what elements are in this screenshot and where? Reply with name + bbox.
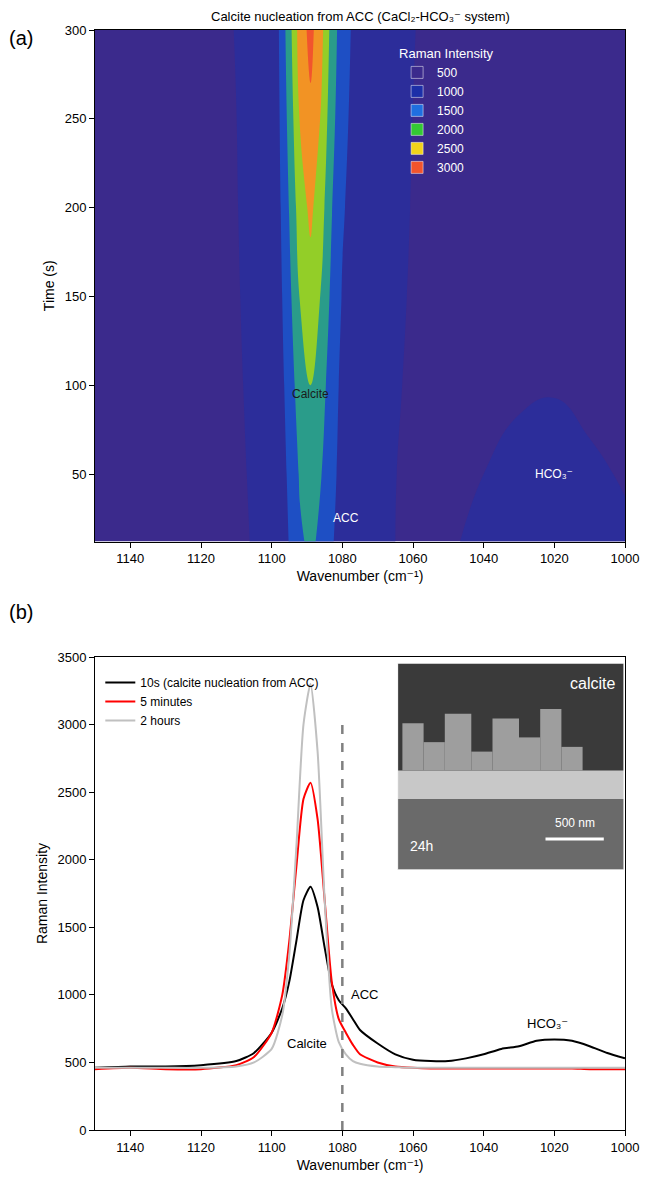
- svg-text:100: 100: [65, 378, 87, 393]
- svg-text:1040: 1040: [469, 1140, 498, 1155]
- svg-text:Calcite: Calcite: [292, 387, 329, 401]
- svg-text:ACC: ACC: [333, 511, 359, 525]
- svg-text:1080: 1080: [328, 551, 357, 566]
- svg-text:ACC: ACC: [351, 987, 378, 1002]
- svg-text:Calcite nucleation from ACC (C: Calcite nucleation from ACC (CaCl₂-HCO₃⁻…: [211, 9, 510, 24]
- svg-text:1060: 1060: [399, 551, 428, 566]
- svg-text:50: 50: [72, 467, 86, 482]
- svg-text:Calcite: Calcite: [287, 1036, 327, 1051]
- svg-text:2500: 2500: [437, 142, 464, 156]
- svg-text:Raman Intensity: Raman Intensity: [34, 843, 50, 944]
- svg-text:(b): (b): [9, 601, 33, 623]
- svg-text:1020: 1020: [540, 551, 569, 566]
- svg-text:1120: 1120: [187, 551, 215, 566]
- svg-text:1000: 1000: [437, 85, 464, 99]
- svg-text:(a): (a): [9, 27, 33, 49]
- svg-text:1080: 1080: [328, 1140, 357, 1155]
- svg-text:calcite: calcite: [570, 675, 615, 692]
- svg-text:1000: 1000: [611, 1140, 640, 1155]
- svg-text:3500: 3500: [57, 650, 86, 665]
- svg-text:1100: 1100: [258, 551, 286, 566]
- svg-text:150: 150: [65, 289, 87, 304]
- svg-text:250: 250: [65, 111, 87, 126]
- svg-text:Wavenumber (cm⁻¹): Wavenumber (cm⁻¹): [297, 1157, 424, 1173]
- svg-text:1100: 1100: [258, 1140, 286, 1155]
- svg-text:1500: 1500: [57, 920, 86, 935]
- svg-text:3000: 3000: [437, 161, 464, 175]
- svg-text:1140: 1140: [116, 551, 144, 566]
- svg-text:2500: 2500: [57, 785, 86, 800]
- svg-text:Time (s): Time (s): [41, 260, 57, 311]
- svg-text:5 minutes: 5 minutes: [140, 695, 192, 709]
- svg-text:10s (calcite nucleation from A: 10s (calcite nucleation from ACC): [140, 676, 318, 690]
- svg-text:300: 300: [65, 23, 87, 38]
- svg-text:Raman Intensity: Raman Intensity: [399, 46, 493, 61]
- svg-text:2000: 2000: [57, 852, 86, 867]
- svg-text:1000: 1000: [611, 551, 640, 566]
- svg-text:2 hours: 2 hours: [140, 714, 180, 728]
- svg-text:500: 500: [437, 66, 457, 80]
- svg-text:1000: 1000: [57, 987, 86, 1002]
- svg-text:1060: 1060: [399, 1140, 428, 1155]
- svg-text:500: 500: [65, 1055, 87, 1070]
- svg-text:1140: 1140: [116, 1140, 144, 1155]
- svg-text:0: 0: [79, 1123, 86, 1138]
- svg-text:500 nm: 500 nm: [555, 816, 595, 830]
- svg-text:24h: 24h: [410, 838, 433, 854]
- svg-text:1500: 1500: [437, 104, 464, 118]
- svg-text:3000: 3000: [57, 717, 86, 732]
- svg-text:2000: 2000: [437, 123, 464, 137]
- svg-text:200: 200: [65, 200, 87, 215]
- svg-text:1120: 1120: [187, 1140, 215, 1155]
- svg-text:1040: 1040: [469, 551, 498, 566]
- svg-text:HCO₃⁻: HCO₃⁻: [535, 467, 573, 481]
- svg-text:1020: 1020: [540, 1140, 569, 1155]
- svg-text:HCO₃⁻: HCO₃⁻: [527, 1016, 568, 1031]
- svg-text:Wavenumber (cm⁻¹): Wavenumber (cm⁻¹): [297, 568, 424, 584]
